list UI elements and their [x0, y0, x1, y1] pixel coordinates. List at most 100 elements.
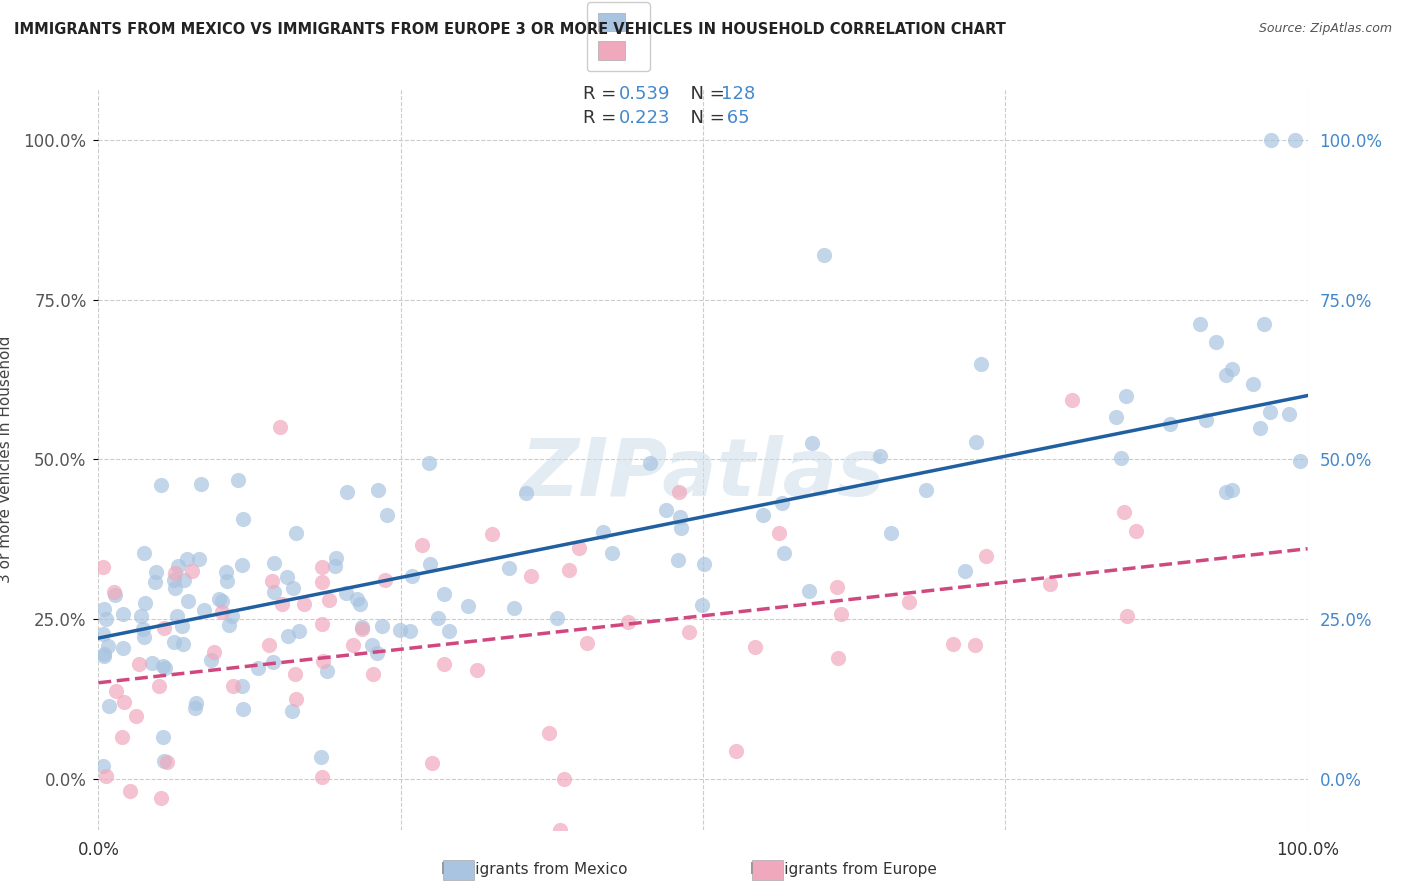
Legend: , : , [586, 2, 650, 71]
Point [433, 586, 456, 600]
Text: 0.539: 0.539 [619, 85, 671, 103]
Point [193, 602, 215, 616]
Point [1215, 485, 1237, 500]
Point [311, 770, 333, 784]
Point [955, 564, 977, 578]
Point [377, 508, 399, 522]
Point [418, 456, 440, 470]
Point [231, 558, 253, 572]
Point [208, 592, 231, 607]
Point [186, 696, 208, 710]
Point [97, 639, 120, 653]
Point [163, 635, 186, 649]
Point [166, 608, 188, 623]
Point [1159, 417, 1181, 431]
Point [336, 485, 359, 500]
Point [1220, 483, 1243, 497]
Text: 0.223: 0.223 [619, 109, 671, 127]
Point [974, 549, 997, 564]
Point [222, 679, 245, 693]
Text: R =: R = [583, 109, 623, 127]
Point [93, 647, 115, 661]
Point [422, 756, 444, 771]
Point [827, 651, 849, 665]
Point [465, 664, 488, 678]
Point [221, 609, 243, 624]
Y-axis label: 3 or more Vehicles in Household: 3 or more Vehicles in Household [0, 335, 13, 583]
Point [335, 586, 357, 600]
Point [94, 612, 117, 626]
Point [149, 790, 172, 805]
Point [366, 647, 388, 661]
Point [388, 623, 411, 637]
Point [880, 526, 903, 541]
Point [481, 526, 503, 541]
Point [283, 582, 305, 596]
Point [134, 630, 156, 644]
Point [312, 654, 335, 668]
Point [770, 495, 793, 509]
Point [156, 756, 179, 770]
Text: Source: ZipAtlas.com: Source: ZipAtlas.com [1258, 22, 1392, 36]
Point [260, 574, 283, 588]
Point [284, 692, 307, 706]
Point [678, 624, 700, 639]
Point [284, 667, 307, 681]
Point [640, 456, 662, 470]
Point [91, 559, 114, 574]
Point [548, 822, 571, 837]
Point [129, 609, 152, 624]
Point [183, 701, 205, 715]
Point [152, 621, 174, 635]
Point [262, 655, 284, 669]
Point [217, 574, 239, 588]
Point [897, 595, 920, 609]
Point [797, 584, 820, 599]
Point [131, 622, 153, 636]
Point [152, 658, 174, 673]
Point [690, 598, 713, 612]
Point [568, 541, 591, 556]
Point [228, 474, 250, 488]
Point [269, 420, 291, 434]
Point [914, 483, 936, 497]
Point [752, 508, 775, 522]
Point [371, 619, 394, 633]
Point [145, 566, 167, 580]
Point [1249, 421, 1271, 435]
Point [342, 638, 364, 652]
Point [141, 657, 163, 671]
Text: Immigrants from Europe: Immigrants from Europe [751, 863, 936, 877]
Point [401, 568, 423, 582]
Point [965, 434, 987, 449]
Point [311, 617, 333, 632]
Point [1253, 317, 1275, 331]
Point [349, 598, 371, 612]
Point [970, 357, 993, 371]
Point [311, 560, 333, 574]
Point [600, 546, 623, 560]
Point [825, 580, 848, 594]
Point [373, 574, 395, 588]
Point [1222, 361, 1244, 376]
Text: 128: 128 [721, 85, 755, 103]
Point [361, 666, 384, 681]
Point [284, 526, 307, 541]
Point [118, 784, 141, 798]
Point [114, 695, 136, 709]
Point [231, 680, 253, 694]
Point [187, 551, 209, 566]
Point [93, 759, 115, 773]
Point [1115, 609, 1137, 624]
Point [546, 611, 568, 625]
Point [558, 563, 581, 577]
Point [942, 637, 965, 651]
Point [152, 730, 174, 744]
Point [103, 585, 125, 599]
Text: N =: N = [679, 85, 731, 103]
Point [655, 503, 678, 517]
Point [148, 679, 170, 693]
Point [744, 640, 766, 654]
Point [311, 575, 333, 590]
Point [869, 449, 891, 463]
